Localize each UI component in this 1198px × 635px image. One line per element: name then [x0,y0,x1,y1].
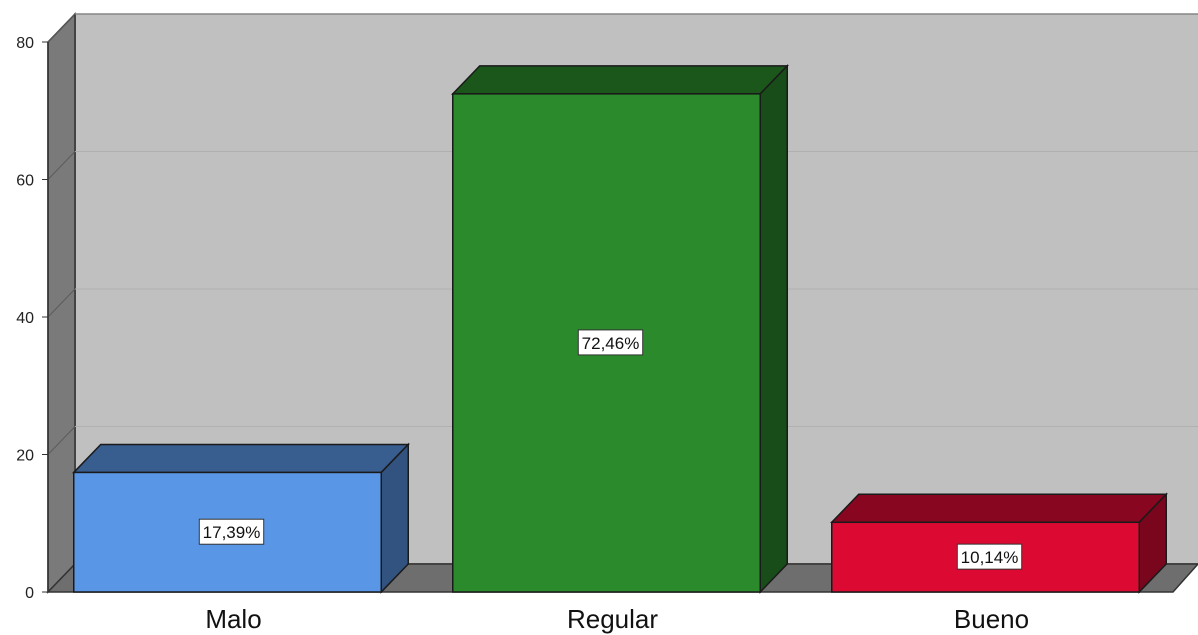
gridline-side [47,151,76,180]
bar-top-face [71,443,411,474]
x-axis: Malo Regular Bueno [205,604,1029,634]
bar-bueno: 10,14% [829,492,1169,594]
x-tick-label: Bueno [954,604,1029,634]
x-tick-label: Regular [567,604,658,634]
y-tick-label: 40 [16,310,34,327]
data-label: 17,39% [203,523,261,542]
bar-regular: 72,46% [450,63,790,594]
y-axis: 0 20 40 60 80 [16,35,49,602]
data-label-box [956,543,1023,570]
data-label: 10,14% [961,548,1019,567]
bar-malo: 17,39% [71,442,411,594]
data-label: 72,46% [582,334,640,353]
bar-top-face [450,65,790,95]
bar-top-face [829,493,1169,524]
x-tick-label: Malo [205,604,261,634]
y-tick-label: 80 [16,35,34,52]
bars: 17,39% 72,46% 10,14% [71,63,1169,594]
gridline-side [47,13,76,43]
gridline-side [47,426,76,455]
gridline-side [47,288,76,318]
y-tick-label: 60 [16,173,34,190]
bar-side-face [759,63,788,594]
y-tick-label: 20 [16,448,34,465]
data-label-box [198,518,265,545]
data-label-box [577,329,644,356]
y-tick-label: 0 [25,585,34,602]
